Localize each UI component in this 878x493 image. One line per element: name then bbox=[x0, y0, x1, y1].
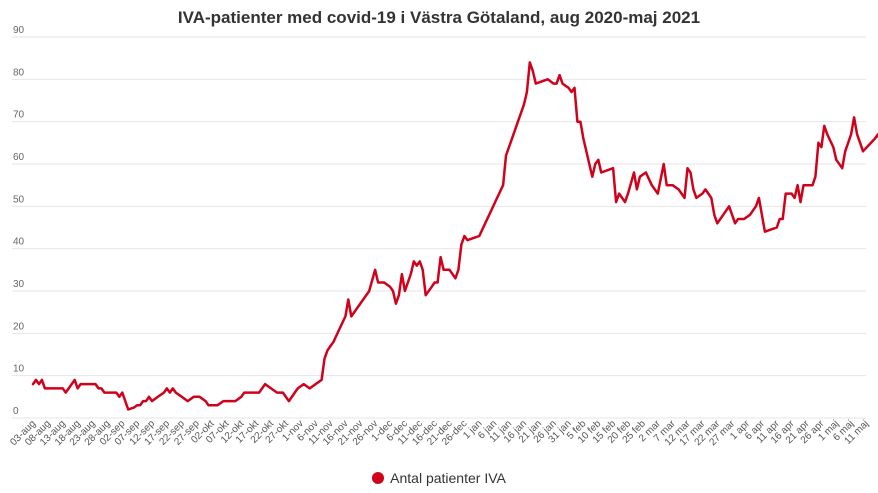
y-tick-label: 90 bbox=[13, 25, 25, 36]
legend-label: Antal patienter IVA bbox=[390, 470, 506, 486]
y-tick-label: 60 bbox=[13, 152, 25, 163]
y-tick-label: 50 bbox=[13, 194, 25, 205]
series-layer bbox=[31, 61, 878, 411]
y-tick-label: 70 bbox=[13, 110, 25, 121]
x-axis-ticks: 03-aug08-aug13-aug18-aug23-aug28-aug02-s… bbox=[8, 418, 871, 448]
legend-marker-icon bbox=[372, 472, 385, 484]
y-tick-label: 10 bbox=[13, 364, 25, 375]
y-tick-label: 40 bbox=[13, 237, 25, 248]
y-tick-label: 30 bbox=[13, 279, 25, 290]
y-tick-label: 0 bbox=[13, 406, 19, 417]
y-tick-label: 20 bbox=[13, 321, 25, 332]
y-tick-label: 80 bbox=[13, 67, 25, 78]
series-line[interactable] bbox=[31, 61, 878, 411]
chart-title: IVA-patienter med covid-19 i Västra Göta… bbox=[177, 8, 701, 27]
legend[interactable]: Antal patienter IVA bbox=[0, 470, 878, 486]
y-axis-ticks: 0 10 20 30 40 50 60 70 80 90 bbox=[13, 25, 25, 417]
grid-lines bbox=[12, 36, 866, 419]
